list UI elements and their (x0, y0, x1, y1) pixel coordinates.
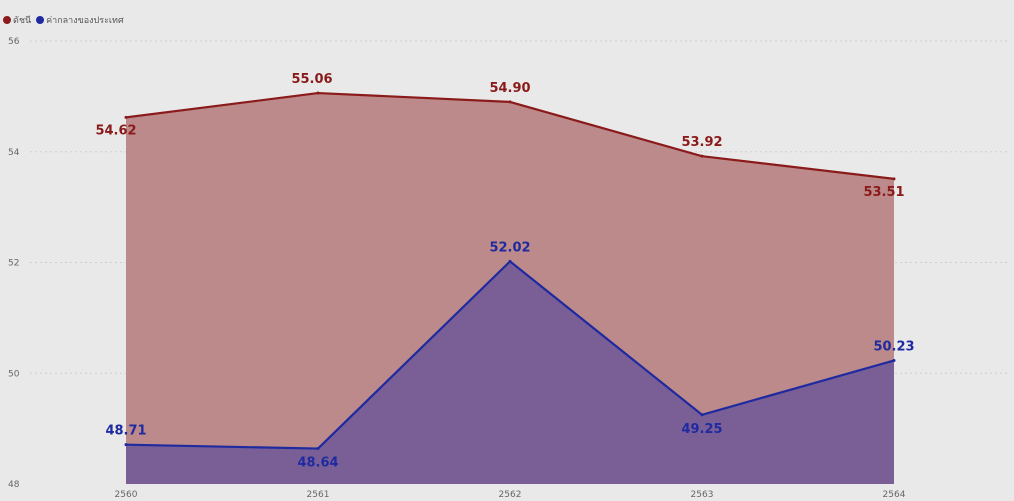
legend: ดัชนี ค่ากลางของประเทศ (3, 13, 126, 27)
y-tick-label-50: 50 (8, 369, 20, 379)
x-tick-label-2564: 2564 (883, 490, 906, 500)
area-series-1 (126, 261, 894, 484)
x-tick-label-2560: 2560 (115, 490, 138, 500)
x-tick-label-2561: 2561 (307, 490, 330, 500)
data-label-series-1-2561: 48.64 (297, 456, 338, 471)
point-series-0-2560 (124, 115, 128, 119)
legend-item-index[interactable]: ดัชนี (3, 13, 31, 27)
point-series-1-2562 (508, 259, 512, 263)
x-tick-label-2562: 2562 (499, 490, 522, 500)
x-tick-label-2563: 2563 (691, 490, 714, 500)
point-series-1-2560 (124, 443, 128, 447)
data-label-series-1-2562: 52.02 (489, 240, 530, 255)
point-series-0-2562 (508, 100, 512, 104)
data-label-series-1-2564: 50.23 (873, 340, 914, 355)
point-series-0-2563 (700, 154, 704, 158)
y-tick-label-48: 48 (8, 480, 20, 490)
legend-label-index: ดัชนี (13, 16, 32, 26)
data-label-series-0-2560: 54.62 (95, 123, 136, 138)
y-tick-label-56: 56 (8, 37, 20, 47)
point-series-1-2561 (316, 447, 320, 451)
legend-dot-index (3, 16, 11, 24)
y-tick-label-54: 54 (8, 148, 20, 158)
data-label-series-0-2564: 53.51 (863, 185, 904, 200)
data-label-series-0-2561: 55.06 (291, 72, 332, 87)
data-label-series-1-2560: 48.71 (105, 424, 146, 439)
legend-dot-national-median (36, 16, 45, 24)
data-label-series-0-2562: 54.90 (489, 81, 530, 96)
legend-label-national-median: ค่ากลางของประเทศ (46, 16, 124, 26)
data-label-series-1-2563: 49.25 (681, 422, 722, 437)
data-label-series-0-2563: 53.92 (681, 135, 722, 150)
point-series-0-2564 (892, 177, 896, 181)
legend-item-national-median[interactable]: ค่ากลางของประเทศ (36, 13, 124, 27)
point-series-0-2561 (316, 91, 320, 95)
y-tick-label-52: 52 (8, 259, 19, 269)
point-series-1-2564 (892, 359, 896, 363)
point-series-1-2563 (700, 413, 704, 417)
